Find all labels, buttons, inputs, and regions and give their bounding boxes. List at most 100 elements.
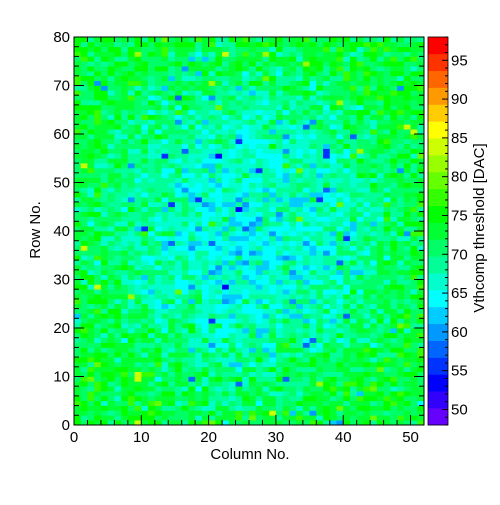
heatmap-cell bbox=[235, 80, 243, 86]
heatmap-cell bbox=[329, 264, 337, 271]
heatmap-cell bbox=[100, 129, 108, 135]
heatmap-cell bbox=[181, 206, 189, 212]
heatmap-cell bbox=[121, 294, 129, 300]
heatmap-cell bbox=[134, 395, 142, 402]
heatmap-cell bbox=[309, 187, 317, 193]
heatmap-cell bbox=[208, 158, 216, 164]
heatmap-cell bbox=[302, 41, 310, 48]
heatmap-cell bbox=[262, 226, 270, 232]
heatmap-cell bbox=[168, 226, 176, 232]
heatmap-cell bbox=[329, 352, 337, 358]
heatmap-cell bbox=[215, 221, 223, 227]
heatmap-cell bbox=[174, 260, 183, 266]
heatmap-cell bbox=[316, 75, 324, 81]
heatmap-cell bbox=[181, 405, 189, 411]
heatmap-cell bbox=[235, 70, 243, 77]
heatmap-cell bbox=[168, 211, 176, 217]
heatmap-cell bbox=[269, 289, 277, 295]
heatmap-cell bbox=[134, 405, 142, 411]
heatmap-cell bbox=[134, 70, 142, 77]
heatmap-cell bbox=[168, 129, 176, 135]
heatmap-cell bbox=[114, 381, 122, 387]
heatmap-cell bbox=[262, 420, 270, 426]
heatmap-cell bbox=[376, 41, 384, 48]
heatmap-cell bbox=[80, 206, 88, 212]
heatmap-cell bbox=[417, 221, 425, 227]
heatmap-cell bbox=[107, 328, 115, 334]
heatmap-cell bbox=[74, 158, 82, 164]
heatmap-cell bbox=[141, 410, 149, 416]
heatmap-cell bbox=[80, 400, 88, 406]
heatmap-cell bbox=[363, 51, 371, 57]
heatmap-cell bbox=[188, 70, 196, 77]
heatmap-cell bbox=[269, 391, 277, 397]
heatmap-cell bbox=[410, 366, 418, 372]
heatmap-cell bbox=[249, 337, 257, 343]
heatmap-cell bbox=[222, 226, 230, 232]
heatmap-cell bbox=[168, 386, 176, 392]
heatmap-cell bbox=[161, 332, 169, 339]
heatmap-cell bbox=[127, 66, 135, 72]
heatmap-cell bbox=[195, 46, 203, 52]
heatmap-cell bbox=[356, 347, 364, 353]
heatmap-cell bbox=[370, 85, 378, 91]
heatmap-cell bbox=[329, 109, 337, 115]
heatmap-cell bbox=[403, 201, 411, 208]
heatmap-cell bbox=[201, 328, 209, 334]
heatmap-cell bbox=[349, 352, 358, 358]
heatmap-cell bbox=[107, 216, 115, 222]
heatmap-cell bbox=[417, 255, 425, 261]
heatmap-cell bbox=[323, 172, 331, 178]
heatmap-cell bbox=[410, 182, 418, 188]
heatmap-cell bbox=[289, 138, 297, 145]
heatmap-cell bbox=[275, 201, 283, 208]
heatmap-cell bbox=[94, 192, 102, 198]
heatmap-cell bbox=[195, 318, 203, 324]
heatmap-cell bbox=[154, 400, 162, 406]
heatmap-cell bbox=[296, 395, 304, 402]
heatmap-cell bbox=[107, 342, 115, 348]
heatmap-cell bbox=[343, 264, 351, 271]
heatmap-cell bbox=[148, 366, 156, 372]
heatmap-cell bbox=[269, 148, 277, 154]
heatmap-cell bbox=[222, 381, 230, 387]
heatmap-cell bbox=[309, 303, 317, 309]
heatmap-cell bbox=[195, 395, 203, 402]
heatmap-cell bbox=[323, 70, 331, 77]
heatmap-cell bbox=[323, 245, 331, 251]
heatmap-cell bbox=[302, 70, 310, 77]
heatmap-cell bbox=[390, 66, 398, 72]
heatmap-cell bbox=[390, 119, 398, 125]
heatmap-cell bbox=[154, 386, 162, 392]
heatmap-cell bbox=[397, 158, 405, 164]
heatmap-cell bbox=[242, 250, 250, 256]
heatmap-cell bbox=[296, 381, 304, 387]
heatmap-cell bbox=[370, 405, 378, 411]
heatmap-cell bbox=[289, 323, 297, 329]
heatmap-cell bbox=[87, 420, 95, 426]
heatmap-cell bbox=[94, 119, 102, 125]
heatmap-cell bbox=[100, 163, 108, 169]
heatmap-cell bbox=[201, 85, 209, 91]
heatmap-cell bbox=[94, 56, 102, 62]
heatmap-cell bbox=[188, 269, 196, 275]
heatmap-cell bbox=[397, 245, 405, 251]
heatmap-cell bbox=[195, 264, 203, 271]
heatmap-cell bbox=[403, 342, 411, 348]
heatmap-cell bbox=[329, 75, 337, 81]
heatmap-cell bbox=[235, 352, 243, 358]
heatmap-cell bbox=[376, 75, 384, 81]
heatmap-cell bbox=[174, 235, 183, 242]
heatmap-cell bbox=[141, 206, 149, 212]
heatmap-cell bbox=[296, 85, 304, 91]
heatmap-cell bbox=[289, 352, 297, 358]
heatmap-cell bbox=[403, 187, 411, 193]
heatmap-cell bbox=[370, 56, 378, 62]
heatmap-cell bbox=[87, 395, 95, 402]
heatmap-cell bbox=[296, 226, 304, 232]
heatmap-cell bbox=[403, 420, 411, 426]
heatmap-cell bbox=[228, 226, 236, 232]
heatmap-cell bbox=[363, 153, 371, 159]
heatmap-cell bbox=[148, 352, 156, 358]
heatmap-cell bbox=[154, 274, 162, 280]
